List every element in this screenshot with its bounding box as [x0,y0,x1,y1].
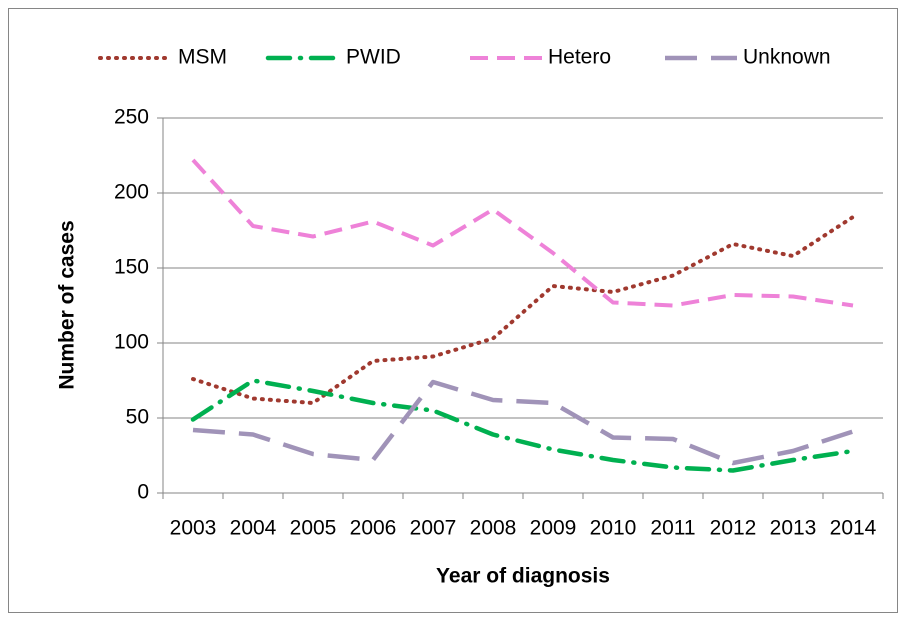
x-tick-label: 2008 [470,517,517,540]
chart-border [8,8,898,613]
series-line [191,158,854,308]
x-tick-label: 2011 [650,517,695,540]
series-line [192,379,854,466]
y-tick-label: 0 [137,481,149,504]
y-tick-label: 250 [114,106,149,129]
y-tick-label: 150 [114,256,149,279]
x-tick-label: 2009 [530,517,577,540]
y-axis-label: Number of cases [56,220,79,389]
x-tick-label: 2013 [770,517,817,540]
x-tick-label: 2005 [290,517,337,540]
y-tick-label: 50 [126,406,149,429]
series-line [190,378,856,473]
x-tick-label: 2010 [590,517,637,540]
x-tick-label: 2004 [230,517,277,540]
x-axis-label: Year of diagnosis [436,565,610,588]
legend-label: Unknown [743,46,831,69]
x-tick-label: 2012 [710,517,757,540]
x-tick-label: 2007 [410,517,457,540]
series-line [191,215,855,405]
legend-label: PWID [346,46,401,69]
legend-label: Hetero [548,46,611,69]
x-tick-label: 2006 [350,517,397,540]
y-tick-label: 200 [114,181,149,204]
y-tick-label: 100 [114,331,149,354]
x-tick-label: 2014 [830,517,877,540]
x-tick-label: 2003 [170,517,217,540]
legend-label: MSM [178,46,227,69]
